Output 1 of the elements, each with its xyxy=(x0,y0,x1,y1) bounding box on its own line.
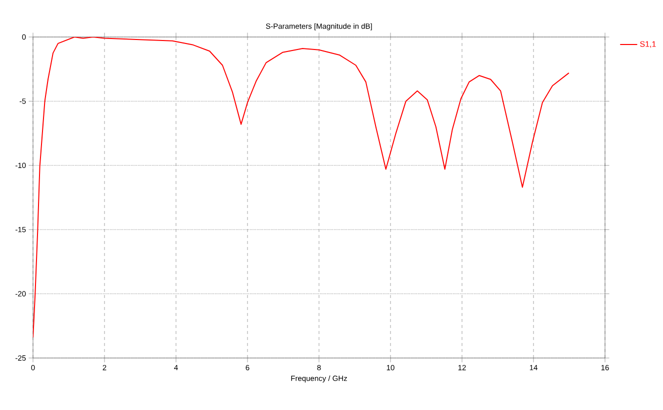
legend-label: S1,1 xyxy=(640,41,656,48)
